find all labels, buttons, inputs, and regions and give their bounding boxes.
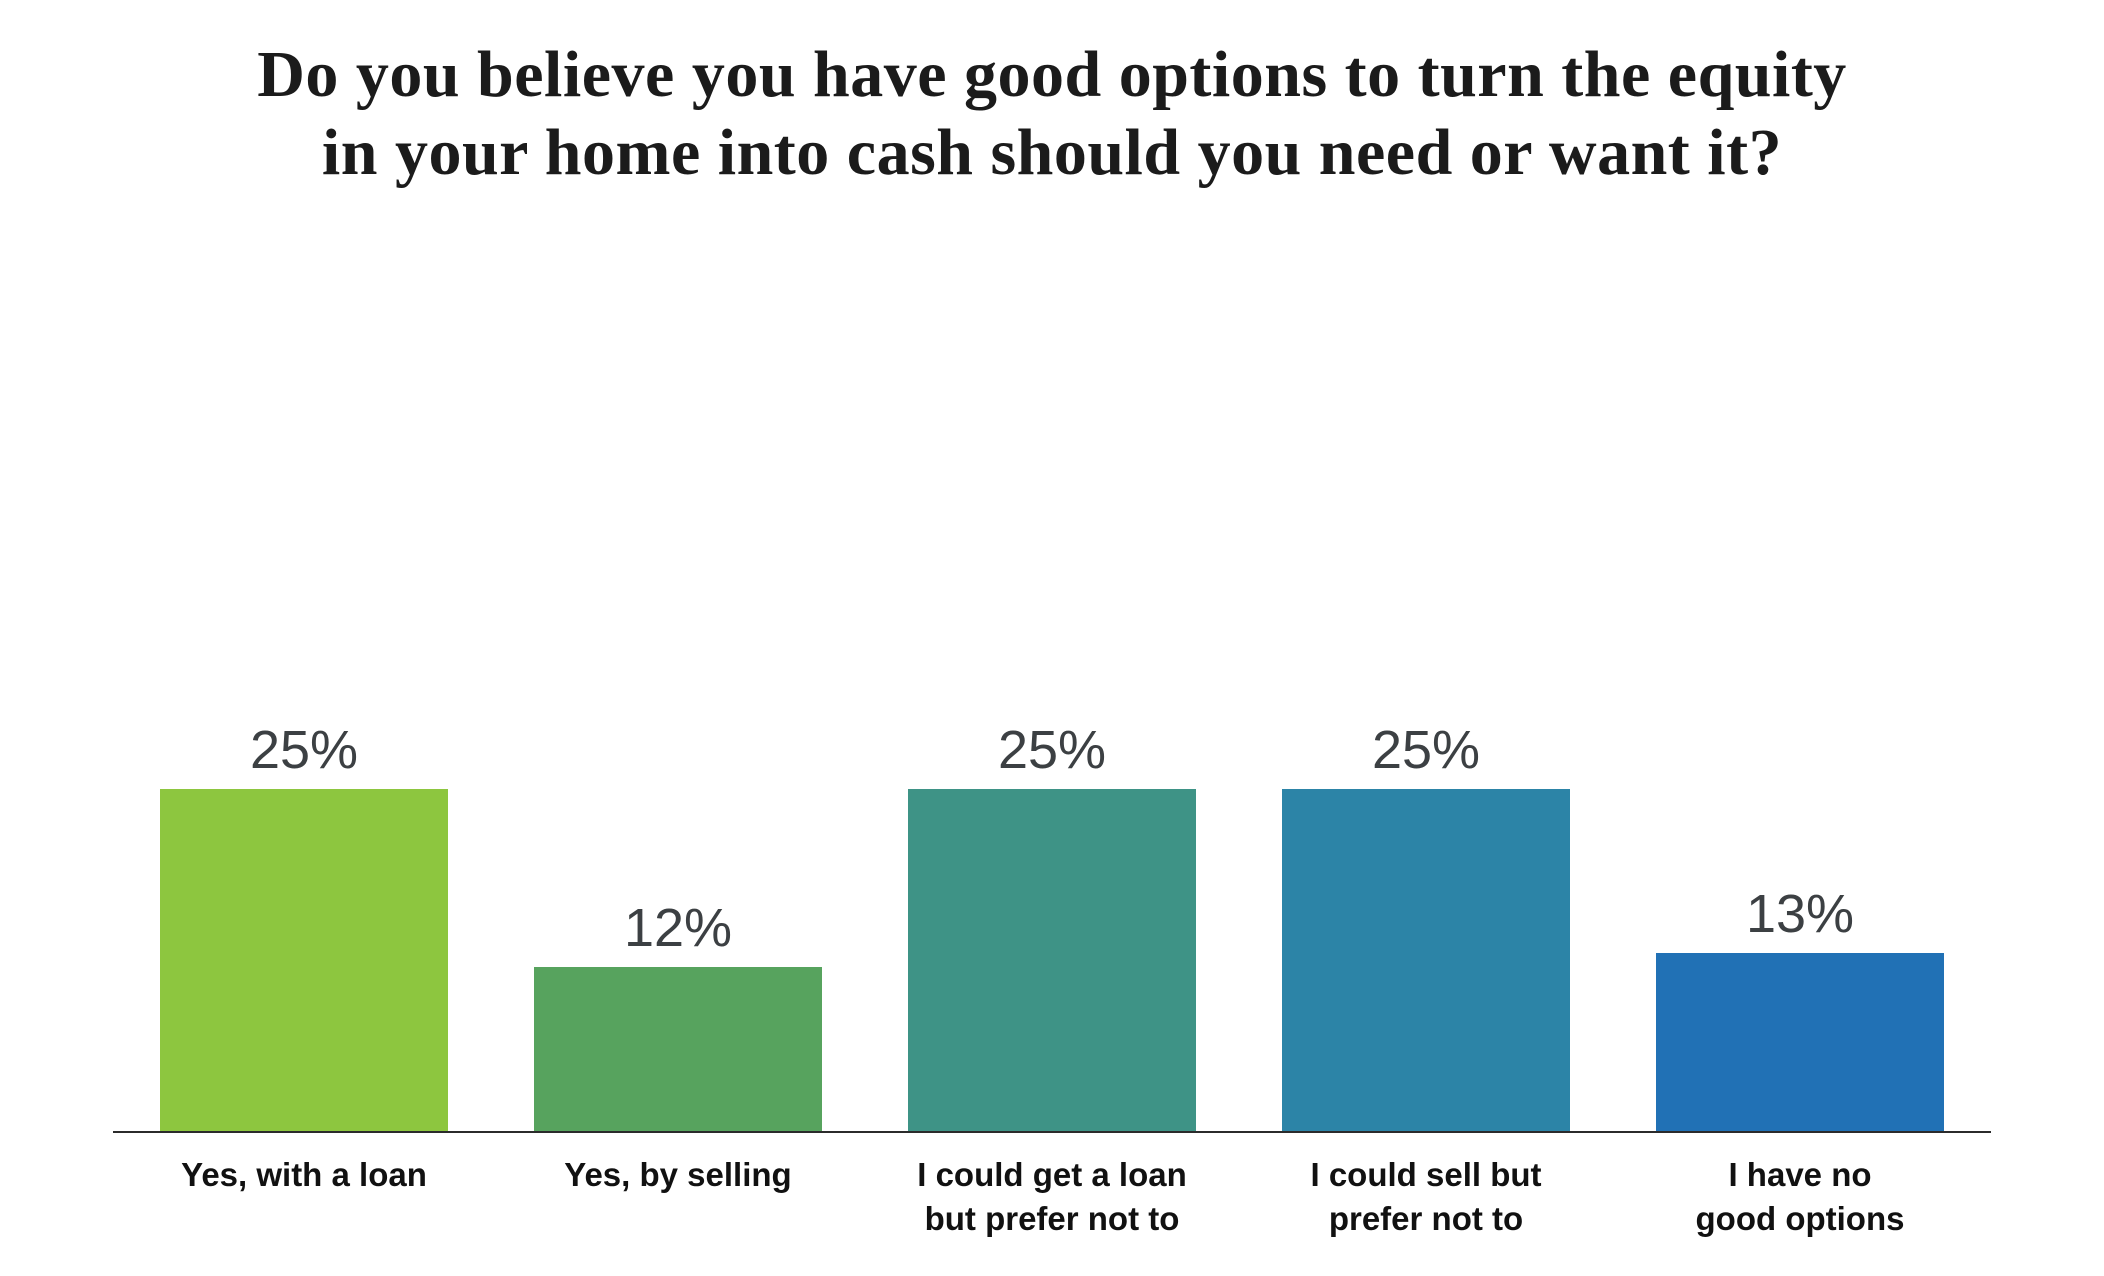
bar-group-4: 25% [1282, 723, 1570, 1131]
bar-yes-by-selling [534, 966, 822, 1131]
bar-group-5: 13% [1656, 887, 1944, 1131]
chart-title-line: in your home into cash should you need o… [321, 115, 1783, 189]
bar-i-have-no-good-options [1656, 953, 1944, 1131]
bar-value-label: 25% [249, 719, 359, 780]
bar-value-label: 13% [1745, 884, 1855, 945]
category-label: I could sell but prefer not to [1310, 1155, 1542, 1238]
bar-group-2: 12% [534, 901, 822, 1131]
category-label: I have no good options [1695, 1155, 1905, 1238]
bar-i-could-get-a-loan-but-prefer-not-to [908, 788, 1196, 1131]
bar-value-label: 12% [623, 897, 733, 958]
plot-area: 25% 12% 25% 25% 13% [113, 693, 1991, 1133]
category-label: Yes, by selling [564, 1155, 792, 1193]
bar-yes-with-a-loan [160, 788, 448, 1131]
bar-chart: 25% 12% 25% 25% 13% Yes, with a loan Yes, by … [113, 693, 1991, 1242]
bar-group-3: 25% [908, 723, 1196, 1131]
bar-i-could-sell-but-prefer-not-to [1282, 788, 1570, 1131]
bar-value-label: 25% [1371, 719, 1481, 780]
chart-title-line: Do you believe you have good options to … [257, 38, 1847, 111]
category-label: Yes, with a loan [181, 1155, 427, 1193]
chart-title: Do you believe you have good options to … [0, 0, 2104, 192]
bar-value-label: 25% [997, 719, 1107, 780]
bar-group-1: 25% [160, 723, 448, 1131]
category-axis: Yes, with a loan Yes, by selling I could g… [113, 1153, 1991, 1242]
category-label: I could get a loan but prefer not to [917, 1155, 1187, 1238]
